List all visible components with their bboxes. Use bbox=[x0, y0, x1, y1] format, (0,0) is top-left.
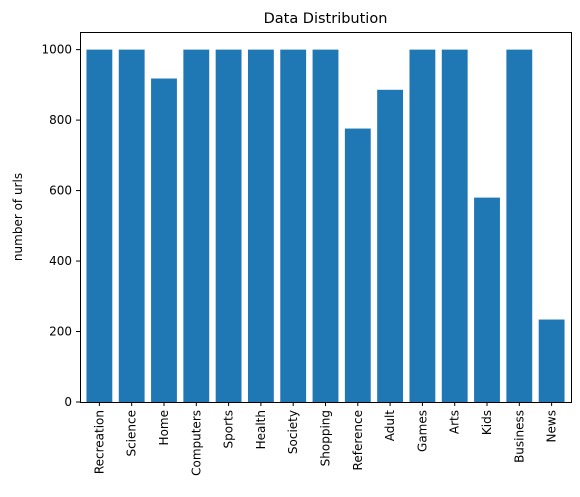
x-tick-label: Sports bbox=[222, 410, 236, 448]
x-axis-ticks: Recreation Science Home Computers Sports Heal… bbox=[92, 402, 558, 476]
x-tick-label: Reference bbox=[351, 410, 365, 470]
y-tick-label: 800 bbox=[49, 113, 72, 127]
x-tick-label: Home bbox=[157, 410, 171, 445]
x-tick-label: Computers bbox=[189, 410, 203, 476]
x-tick-label: Kids bbox=[480, 410, 494, 435]
bar-sports bbox=[216, 50, 242, 402]
x-tick-label: Games bbox=[415, 410, 429, 452]
bar-games bbox=[409, 50, 435, 402]
y-axis-ticks: 0 200 400 600 800 1000 bbox=[41, 43, 80, 409]
bar-shopping bbox=[313, 50, 339, 402]
y-tick-label: 0 bbox=[64, 395, 72, 409]
bar-computers bbox=[183, 50, 209, 402]
bar-reference bbox=[345, 129, 371, 402]
bar-business bbox=[506, 50, 532, 402]
y-axis-label: number of urls bbox=[11, 173, 25, 261]
bar-news bbox=[539, 320, 565, 402]
bar-society bbox=[280, 50, 306, 402]
bar-home bbox=[151, 79, 177, 402]
bar-arts bbox=[442, 50, 468, 402]
x-tick-label: News bbox=[545, 410, 559, 442]
y-tick-label: 600 bbox=[49, 184, 72, 198]
x-tick-label: Science bbox=[125, 410, 139, 457]
x-tick-label: Recreation bbox=[92, 410, 106, 474]
bar-science bbox=[119, 50, 145, 402]
x-tick-label: Health bbox=[254, 410, 268, 449]
bar-kids bbox=[474, 198, 500, 402]
x-tick-label: Arts bbox=[448, 410, 462, 434]
bar-recreation bbox=[86, 50, 112, 402]
chart-title: Data Distribution bbox=[264, 11, 388, 27]
y-tick-label: 200 bbox=[49, 325, 72, 339]
x-tick-label: Adult bbox=[383, 410, 397, 442]
x-tick-label: Shopping bbox=[319, 410, 333, 466]
x-tick-label: Business bbox=[512, 410, 526, 463]
bars-group bbox=[86, 50, 564, 402]
bar-adult bbox=[377, 90, 403, 402]
x-tick-label: Society bbox=[286, 410, 300, 454]
y-tick-label: 400 bbox=[49, 254, 72, 268]
bar-health bbox=[248, 50, 274, 402]
y-tick-label: 1000 bbox=[41, 43, 72, 57]
